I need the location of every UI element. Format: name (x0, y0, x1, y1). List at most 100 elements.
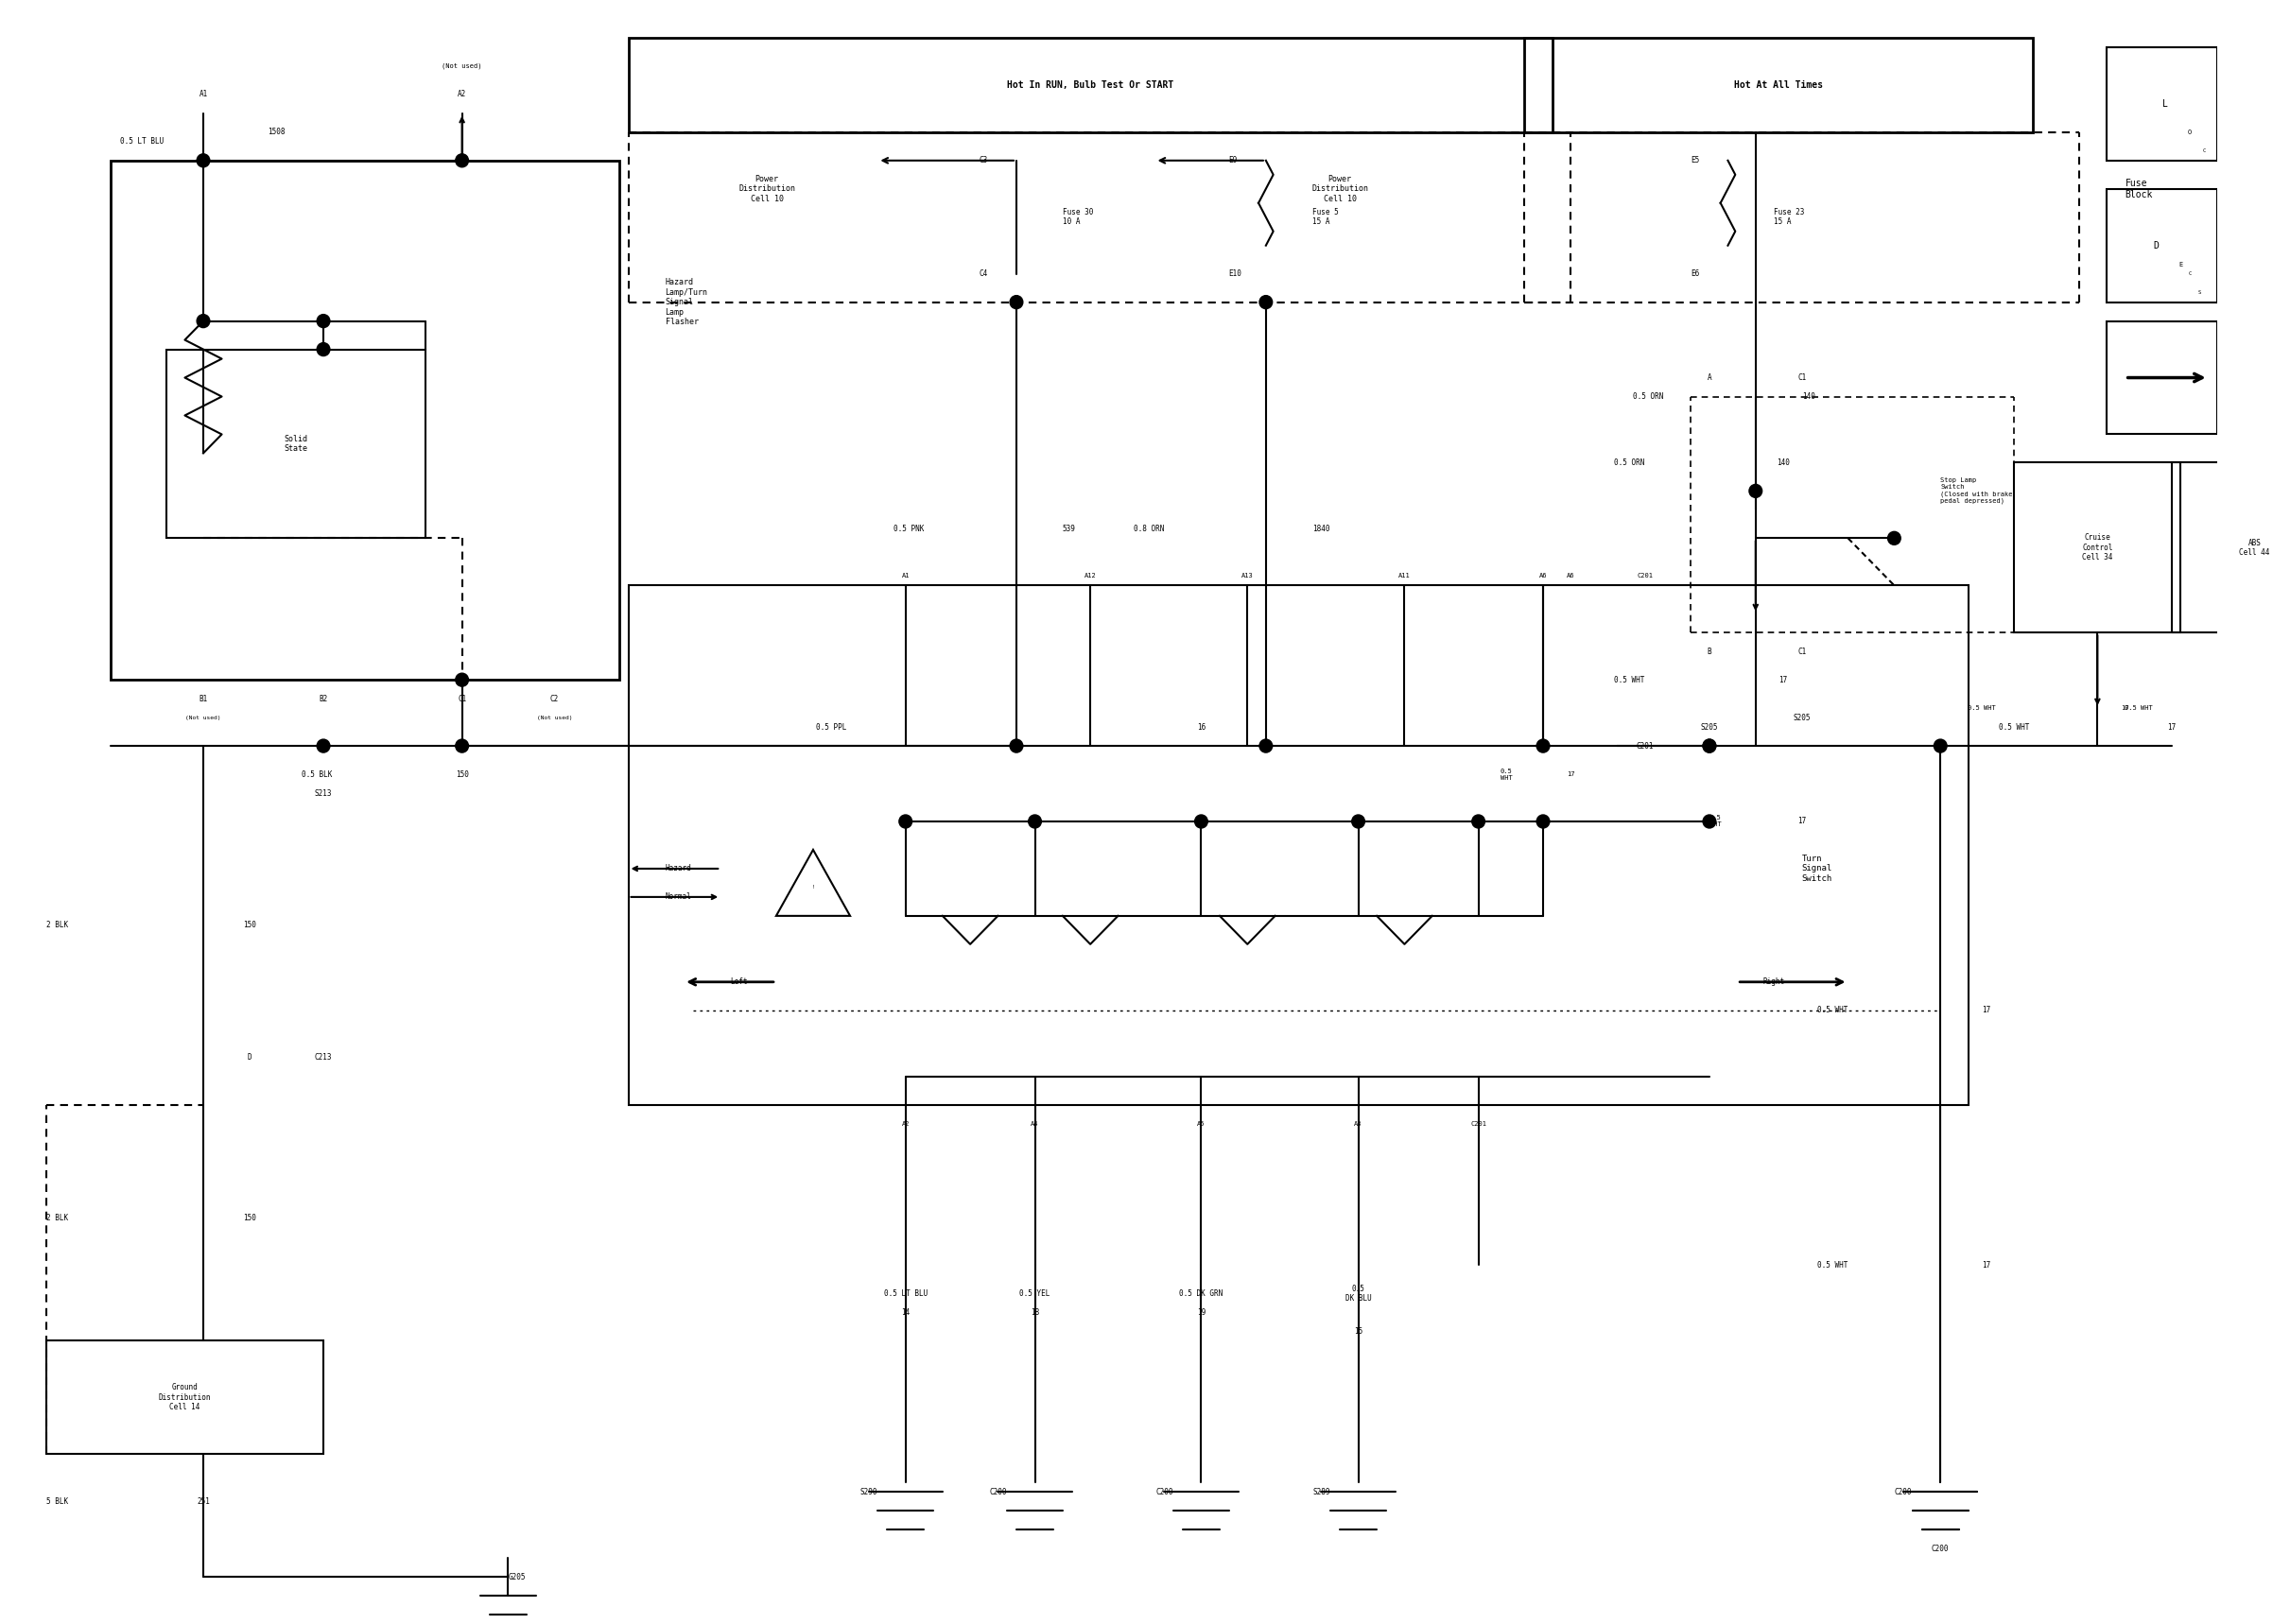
Text: E10: E10 (1230, 270, 1241, 278)
Text: 0.5 LT BLU: 0.5 LT BLU (120, 138, 164, 146)
Text: 140: 140 (1802, 393, 1814, 401)
Text: E: E (2178, 261, 2182, 268)
Text: A2: A2 (902, 1121, 909, 1127)
Text: 0.5 ORN: 0.5 ORN (1632, 393, 1664, 401)
Text: C201: C201 (1471, 1121, 1487, 1127)
Text: Hazard
Lamp/Turn
Signal
Lamp
Flasher: Hazard Lamp/Turn Signal Lamp Flasher (666, 278, 707, 326)
Text: Stop Lamp
Switch
(Closed with brake
pedal depressed): Stop Lamp Switch (Closed with brake peda… (1941, 477, 2012, 503)
Bar (627, 37, 1552, 132)
Bar (2107, 188, 2218, 302)
Text: 0.8 ORN: 0.8 ORN (1134, 525, 1164, 533)
Text: E6: E6 (1691, 270, 1700, 278)
Text: C201: C201 (1637, 573, 1652, 578)
Circle shape (455, 674, 468, 687)
Text: (Not used): (Not used) (441, 63, 482, 70)
Circle shape (1009, 296, 1023, 309)
Text: Left: Left (730, 978, 748, 986)
Circle shape (1702, 815, 1716, 828)
Bar (2107, 47, 2218, 161)
Text: Fuse 30
10 A: Fuse 30 10 A (1061, 208, 1093, 226)
Text: A13: A13 (1241, 573, 1252, 578)
Text: A12: A12 (1084, 573, 1096, 578)
Text: 17: 17 (1780, 676, 1787, 684)
Text: 150: 150 (455, 770, 468, 778)
Text: E5: E5 (1691, 156, 1700, 164)
Text: 539: 539 (1061, 525, 1075, 533)
Circle shape (1750, 484, 1762, 497)
Circle shape (1196, 815, 1207, 828)
Text: A1: A1 (902, 573, 909, 578)
Text: Right: Right (1764, 978, 1784, 986)
Circle shape (1352, 815, 1364, 828)
Text: C213: C213 (314, 1054, 332, 1062)
Text: 0.5 WHT: 0.5 WHT (1614, 676, 1646, 684)
Bar (2107, 322, 2218, 434)
Text: 17: 17 (1798, 817, 1807, 825)
Circle shape (1702, 739, 1716, 752)
Text: Turn
Signal
Switch: Turn Signal Switch (1802, 854, 1832, 883)
Circle shape (1259, 739, 1273, 752)
Text: Cruise
Control
Cell 34: Cruise Control Cell 34 (2082, 534, 2114, 562)
Text: 0.5 YEL: 0.5 YEL (1021, 1289, 1050, 1298)
Text: Fuse
Block: Fuse Block (2125, 179, 2153, 200)
Text: C2: C2 (550, 695, 559, 703)
Text: S: S (2198, 291, 2200, 296)
Text: Hazard: Hazard (666, 864, 691, 874)
Text: Solid
State: Solid State (284, 435, 307, 453)
Text: A3: A3 (1355, 1121, 1362, 1127)
Circle shape (316, 315, 330, 328)
Text: A2: A2 (457, 91, 466, 99)
Text: O: O (2189, 130, 2191, 135)
Text: G205: G205 (509, 1572, 525, 1582)
Text: 140: 140 (1777, 458, 1789, 468)
Text: Power
Distribution
Cell 10: Power Distribution Cell 10 (739, 175, 796, 203)
Text: Hot In RUN, Bulb Test Or START: Hot In RUN, Bulb Test Or START (1007, 80, 1173, 89)
Text: C3: C3 (980, 156, 989, 164)
Bar (1691, 396, 2014, 633)
Text: 17: 17 (2166, 723, 2175, 731)
Text: ABS
Cell 44: ABS Cell 44 (2239, 539, 2271, 557)
Text: D: D (248, 1054, 252, 1062)
Circle shape (1889, 531, 1900, 544)
Circle shape (1702, 739, 1716, 752)
Text: C201: C201 (1637, 742, 1652, 750)
Text: C: C (2203, 149, 2205, 153)
Text: Hot At All Times: Hot At All Times (1734, 80, 1823, 89)
Text: 0.5 PPL: 0.5 PPL (816, 723, 848, 731)
Text: D: D (2153, 240, 2159, 250)
Text: A5: A5 (1198, 1121, 1205, 1127)
Text: 0.5 WHT: 0.5 WHT (1818, 1260, 1848, 1270)
Text: A1: A1 (200, 91, 207, 99)
Text: 0.5 WHT: 0.5 WHT (1998, 723, 2030, 731)
Text: 15: 15 (1355, 1327, 1362, 1335)
Circle shape (1473, 815, 1484, 828)
Circle shape (316, 343, 330, 356)
Text: Fuse 5
15 A: Fuse 5 15 A (1312, 208, 1339, 226)
Circle shape (316, 739, 330, 752)
Text: A6: A6 (1539, 573, 1548, 578)
Text: 2 BLK: 2 BLK (45, 921, 68, 929)
Text: 0.5 ORN: 0.5 ORN (1614, 458, 1646, 468)
Text: C200: C200 (1896, 1488, 1912, 1496)
Text: 0.5
DK BLU: 0.5 DK BLU (1346, 1285, 1371, 1302)
Text: C1: C1 (1798, 648, 1807, 656)
Text: 150: 150 (243, 921, 257, 929)
Circle shape (455, 739, 468, 752)
Text: 0.5 PNK: 0.5 PNK (893, 525, 925, 533)
Text: E9: E9 (1230, 156, 1239, 164)
Bar (2171, 463, 2273, 633)
Circle shape (1009, 739, 1023, 752)
Text: C200: C200 (1155, 1488, 1173, 1496)
Text: S205: S205 (1793, 713, 1812, 721)
Circle shape (1259, 296, 1273, 309)
Text: 0.5 WHT: 0.5 WHT (2125, 705, 2153, 711)
Text: 5 BLK: 5 BLK (45, 1497, 68, 1505)
Text: 0.5 WHT: 0.5 WHT (1968, 705, 1996, 711)
Text: S290: S290 (859, 1488, 877, 1496)
Text: C200: C200 (989, 1488, 1007, 1496)
Circle shape (1934, 739, 1948, 752)
Text: Power
Distribution
Cell 10: Power Distribution Cell 10 (1312, 175, 1368, 203)
Text: 0.5 LT BLU: 0.5 LT BLU (884, 1289, 927, 1298)
Circle shape (455, 154, 468, 167)
Text: S289: S289 (1312, 1488, 1330, 1496)
